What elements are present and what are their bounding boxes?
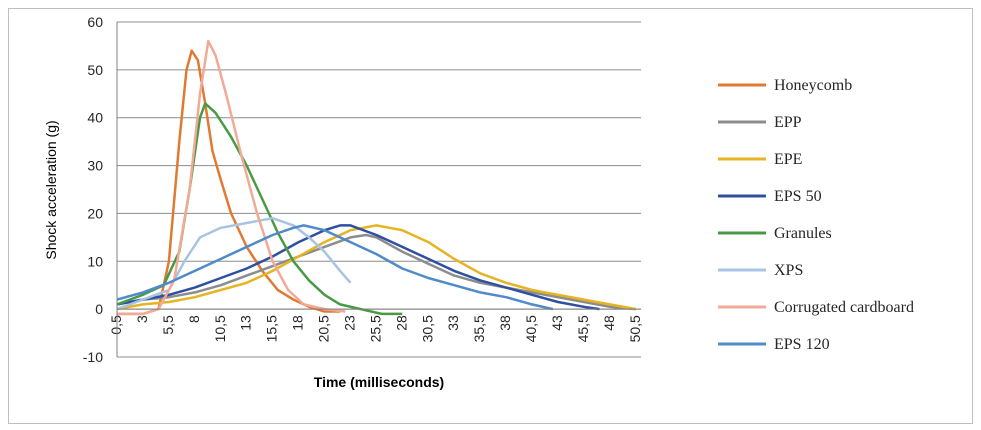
- y-tick-label: 60: [87, 14, 103, 30]
- y-tick-label: 20: [87, 205, 103, 221]
- x-tick-label: 15,5: [264, 315, 280, 342]
- y-tick-labels: -10 0 10 20 30 40 50 60: [83, 14, 103, 365]
- y-tick-label: 10: [87, 253, 103, 269]
- x-tick-label: 43: [549, 315, 565, 331]
- series-line: [117, 49, 341, 316]
- y-axis-title: Shock acceleration (g): [43, 120, 59, 259]
- gridlines: [117, 21, 641, 358]
- x-tick-label: 50,5: [627, 315, 643, 342]
- x-tick-label: 40,5: [523, 315, 539, 342]
- x-tick-labels: 0,5 3 5,5 8 10,5 13 15,5 18 20,5 23 25,5 28 30,5 33 35…: [108, 315, 643, 342]
- y-tick-label: 40: [87, 110, 103, 126]
- chart-frame: [8, 8, 973, 424]
- x-tick-label: 23: [341, 315, 357, 331]
- x-tick-label: 10,5: [212, 315, 228, 342]
- x-tick-label: 33: [445, 315, 461, 331]
- series-line: [116, 224, 637, 311]
- y-tick-label: 0: [95, 301, 103, 317]
- legend-label: Granules: [774, 225, 832, 242]
- x-tick-label: 35,5: [471, 315, 487, 342]
- x-tick-label: 18: [290, 315, 306, 331]
- x-tick-label: 45,5: [575, 315, 591, 342]
- series-line: [116, 224, 554, 311]
- series-line: [117, 39, 346, 316]
- x-tick-label: 8: [186, 315, 202, 323]
- legend-label: EPP: [774, 114, 802, 131]
- series-line: [116, 216, 352, 311]
- x-tick-label: 5,5: [160, 315, 176, 335]
- legend-label: EPE: [774, 151, 802, 168]
- legend-label: EPS 120: [774, 336, 830, 353]
- series-line: [116, 233, 636, 311]
- x-tick-label: 28: [393, 315, 409, 331]
- legend-label: Corrugated cardboard: [774, 299, 914, 316]
- y-tick-label: 50: [87, 62, 103, 78]
- x-tick-label: 48: [601, 315, 617, 331]
- series-lines: [116, 39, 637, 316]
- x-tick-label: 30,5: [419, 315, 435, 342]
- x-axis-title: Time (milliseconds): [314, 374, 444, 390]
- series-line: [116, 102, 403, 316]
- legend-label: Honeycomb: [774, 77, 852, 94]
- x-tick-label: 0,5: [108, 315, 124, 335]
- legend-label: XPS: [774, 262, 803, 279]
- x-tick-label: 20,5: [316, 315, 332, 342]
- series-line: [116, 224, 600, 311]
- x-tick-label: 3: [134, 315, 150, 323]
- x-tick-label: 13: [238, 315, 254, 331]
- y-tick-label: 30: [87, 158, 103, 174]
- legend-label: EPS 50: [774, 188, 822, 205]
- x-tick-label: 25,5: [367, 315, 383, 342]
- y-tick-label: -10: [83, 349, 103, 365]
- x-tick-label: 38: [497, 315, 513, 331]
- legend: Honeycomb EPP EPE EPS 50 Granules XPS Corrugat…: [718, 77, 914, 353]
